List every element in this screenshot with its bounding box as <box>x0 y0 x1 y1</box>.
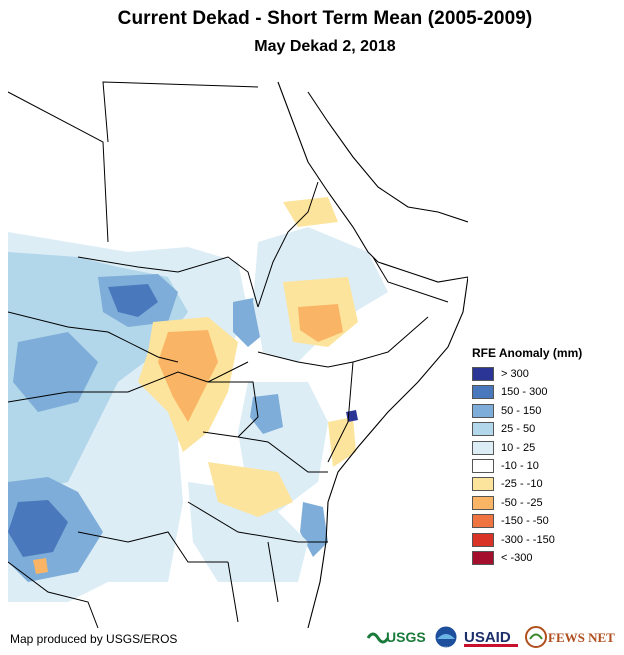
legend-title: RFE Anomaly (mm) <box>472 346 583 360</box>
map-legend: RFE Anomaly (mm) > 300 150 - 300 50 - 15… <box>472 346 622 567</box>
legend-swatch <box>472 458 494 473</box>
usgs-logo-text: USGS <box>386 629 426 645</box>
legend-item: -150 - -50 <box>472 512 622 530</box>
legend-label: -25 - -10 <box>501 478 543 491</box>
border-ethiopia-south <box>257 316 429 368</box>
anomaly-area-yellow-coast <box>328 417 356 467</box>
map-canvas <box>8 81 468 628</box>
anomaly-area-orange-ethiopia <box>298 304 343 342</box>
border-mozambique <box>227 541 279 623</box>
legend-swatch <box>472 495 494 510</box>
anomaly-shading <box>8 197 388 602</box>
legend-swatch <box>472 367 494 381</box>
legend-label: 50 - 150 <box>501 404 542 417</box>
gulf-of-aden-coast <box>377 261 468 283</box>
border-uganda <box>208 381 259 438</box>
legend-item: -25 - -10 <box>472 475 622 493</box>
border-tanzania-south <box>187 501 328 543</box>
legend-swatch <box>472 550 494 565</box>
border-angola <box>8 561 99 628</box>
anomaly-area-dark-blue-central <box>108 284 158 317</box>
border-kenya-tanzania <box>202 431 328 473</box>
legend-label: -50 - -25 <box>501 496 543 509</box>
anomaly-area-orange-central <box>158 330 218 422</box>
map-subtitle: May Dekad 2, 2018 <box>254 38 396 55</box>
legend-label: < -300 <box>501 551 533 564</box>
legend-label: -300 - -150 <box>501 533 555 546</box>
legend-swatch <box>472 440 494 455</box>
legend-item: 150 - 300 <box>472 383 622 401</box>
noaa-logo-text: NOAA <box>442 646 451 650</box>
usaid-logo: USAID <box>464 629 518 647</box>
legend-label: 150 - 300 <box>501 386 548 399</box>
legend-item: 25 - 50 <box>472 420 622 438</box>
legend-item: 10 - 25 <box>472 439 622 457</box>
legend-item: > 300 <box>472 365 622 383</box>
legend-swatch <box>472 422 494 437</box>
fewsnet-logo-text: FEWS NET <box>548 630 615 645</box>
anomaly-area-blue-kenya <box>250 394 283 434</box>
arabia-coast <box>307 91 468 223</box>
legend-swatch <box>472 477 494 492</box>
border-somalia <box>327 361 354 463</box>
usgs-logo: USGS <box>366 629 426 645</box>
legend-label: 10 - 25 <box>501 441 536 454</box>
legend-swatch <box>472 385 494 400</box>
border-sudan-south-sudan <box>77 256 259 308</box>
border-drc-zambia <box>77 531 228 563</box>
legend-item: < -300 <box>472 549 622 567</box>
border-drc-north <box>8 361 249 403</box>
border-chad-car <box>8 311 179 363</box>
usaid-logo-text: USAID <box>464 629 511 646</box>
legend-swatch <box>472 532 494 547</box>
legend-label: -150 - -50 <box>501 515 549 528</box>
country-borders <box>8 81 449 628</box>
logos-strip: USGS NOAA USAID FEWS NET <box>366 625 615 650</box>
legend-swatch <box>472 514 494 529</box>
indian-ocean-coast <box>307 276 468 628</box>
border-egypt-sudan <box>102 81 259 143</box>
anomaly-area-dark-blue-sw <box>8 500 68 557</box>
border-djibouti-somaliland <box>372 256 449 303</box>
legend-item: 50 - 150 <box>472 402 622 420</box>
map-credit: Map produced by USGS/EROS <box>10 632 178 646</box>
border-libya-egypt-sudan <box>8 91 109 243</box>
legend-swatch <box>472 403 494 418</box>
legend-label: 25 - 50 <box>501 423 536 436</box>
anomaly-area-light-blue-tanzania <box>188 482 308 582</box>
border-ethiopia-west <box>257 181 319 308</box>
fewsnet-logo: FEWS NET <box>525 626 615 648</box>
rainfall-anomaly-map <box>8 62 468 628</box>
red-sea-coast <box>277 81 379 263</box>
coastlines <box>277 81 468 628</box>
anomaly-area-yellow-tanzania <box>208 462 293 517</box>
legend-item: -50 - -25 <box>472 494 622 512</box>
legend-label: -10 - 10 <box>501 459 539 472</box>
legend-label: > 300 <box>501 368 529 380</box>
map-title: Current Dekad - Short Term Mean (2005-20… <box>117 8 533 29</box>
legend-item: -300 - -150 <box>472 531 622 549</box>
agency-logos: USGS NOAA USAID FEWS NET <box>366 624 622 650</box>
noaa-logo: NOAA <box>434 625 458 650</box>
legend-item: -10 - 10 <box>472 457 622 475</box>
anomaly-area-orange-small-sw <box>33 558 48 574</box>
anomaly-area-yellow-eritrea <box>283 197 338 227</box>
